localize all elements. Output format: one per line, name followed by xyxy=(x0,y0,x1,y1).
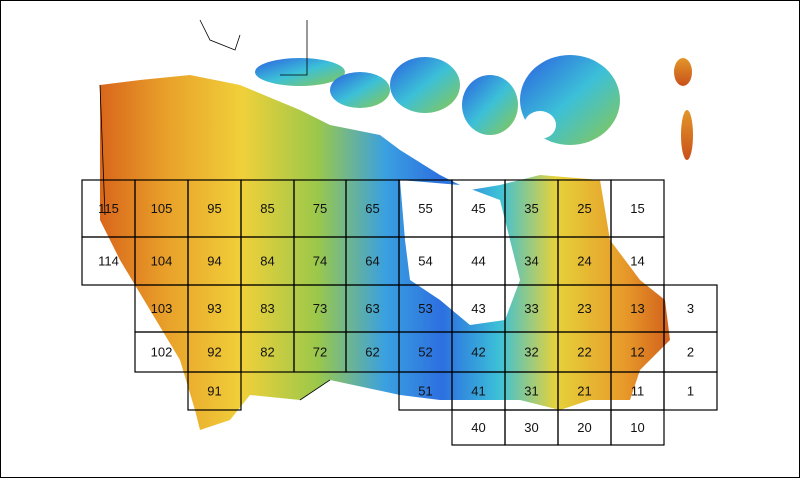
cell-label: 82 xyxy=(260,344,274,359)
grid-cell xyxy=(663,371,718,411)
cell-label: 54 xyxy=(418,253,432,268)
cell-label: 92 xyxy=(207,344,221,359)
cell-label: 103 xyxy=(151,301,173,316)
cell-label: 3 xyxy=(687,301,694,316)
cell-label: 30 xyxy=(524,420,538,435)
cell-label: 12 xyxy=(630,344,644,359)
cell-label: 85 xyxy=(260,201,274,216)
cell-label: 25 xyxy=(577,201,591,216)
cell-label: 53 xyxy=(418,301,432,316)
cell-label: 75 xyxy=(313,201,327,216)
cell-label: 33 xyxy=(524,301,538,316)
cell-label: 94 xyxy=(207,253,221,268)
cell-label: 64 xyxy=(365,253,379,268)
cell-label: 24 xyxy=(577,253,591,268)
cell-label: 83 xyxy=(260,301,274,316)
cell-label: 15 xyxy=(630,201,644,216)
cell-label: 52 xyxy=(418,344,432,359)
grid-cell xyxy=(187,371,242,411)
cell-label: 114 xyxy=(98,253,119,268)
cell-label: 22 xyxy=(577,344,591,359)
cell-label: 74 xyxy=(313,253,327,268)
cell-label: 32 xyxy=(524,344,538,359)
cell-label: 20 xyxy=(577,420,591,435)
cell-label: 10 xyxy=(630,420,644,435)
cell-label: 102 xyxy=(151,344,173,359)
cell-label: 91 xyxy=(207,383,221,398)
cell-label: 41 xyxy=(471,383,485,398)
cell-label: 105 xyxy=(151,201,173,216)
cell-label: 115 xyxy=(98,201,119,216)
cell-label: 1 xyxy=(687,383,694,398)
cell-label: 84 xyxy=(260,253,274,268)
cell-label: 93 xyxy=(207,301,221,316)
cell-label: 11 xyxy=(631,383,645,398)
cell-label: 31 xyxy=(524,383,538,398)
cell-label: 55 xyxy=(418,201,432,216)
cell-label: 2 xyxy=(687,344,694,359)
grid-cell xyxy=(610,409,665,446)
cell-label: 14 xyxy=(630,253,644,268)
cell-label: 63 xyxy=(365,301,379,316)
cell-label: 73 xyxy=(313,301,327,316)
terrain xyxy=(99,19,693,430)
cell-label: 43 xyxy=(471,301,485,316)
cell-label: 45 xyxy=(471,201,485,216)
cell-label: 21 xyxy=(577,383,591,398)
cell-label: 13 xyxy=(630,301,644,316)
cell-label: 44 xyxy=(471,253,485,268)
cell-label: 23 xyxy=(577,301,591,316)
cell-label: 104 xyxy=(151,253,173,268)
cell-label: 51 xyxy=(418,383,432,398)
cell-label: 72 xyxy=(313,344,327,359)
cell-label: 40 xyxy=(471,420,485,435)
cell-label: 35 xyxy=(524,201,538,216)
cell-label: 95 xyxy=(207,201,221,216)
cell-label: 42 xyxy=(471,344,485,359)
cell-label: 65 xyxy=(365,201,379,216)
cell-label: 62 xyxy=(365,344,379,359)
cell-label: 34 xyxy=(524,253,538,268)
